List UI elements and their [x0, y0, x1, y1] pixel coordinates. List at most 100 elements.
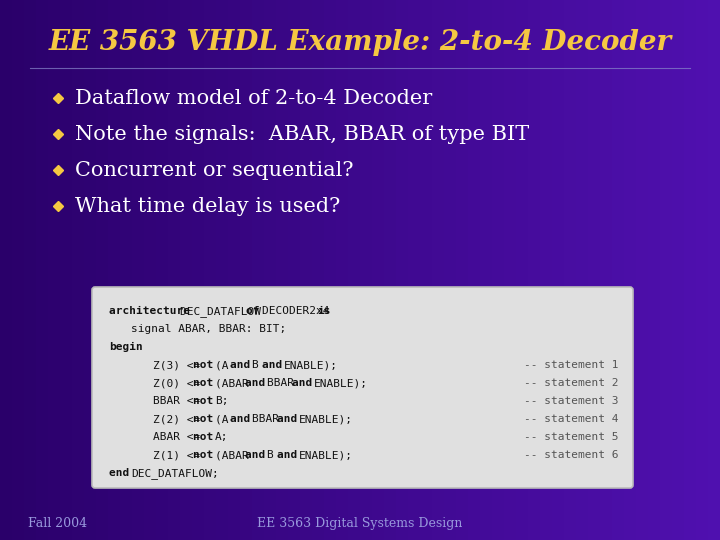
Bar	[252, 0, 265, 540]
Text: ABAR <=: ABAR <=	[153, 432, 207, 442]
Text: not: not	[193, 396, 220, 406]
Bar	[564, 0, 577, 540]
Bar	[372, 0, 385, 540]
Bar	[312, 0, 325, 540]
Bar	[84, 0, 97, 540]
FancyBboxPatch shape	[92, 287, 633, 488]
Text: and: and	[277, 450, 304, 460]
Text: not: not	[193, 450, 220, 460]
Bar	[36, 0, 49, 540]
Bar	[432, 0, 445, 540]
Text: of: of	[246, 306, 266, 316]
Text: Dataflow model of 2-to-4 Decoder: Dataflow model of 2-to-4 Decoder	[75, 89, 432, 107]
Text: Fall 2004: Fall 2004	[28, 517, 87, 530]
Bar	[132, 0, 145, 540]
Bar	[408, 0, 421, 540]
Bar	[456, 0, 469, 540]
Text: ENABLE);: ENABLE);	[299, 450, 353, 460]
Text: and: and	[245, 450, 272, 460]
Text: (ABAR: (ABAR	[215, 450, 256, 460]
Text: ENABLE);: ENABLE);	[284, 360, 338, 370]
Text: ENABLE);: ENABLE);	[299, 414, 353, 424]
Text: -- statement 1: -- statement 1	[523, 360, 618, 370]
Text: (ABAR: (ABAR	[215, 378, 256, 388]
Bar	[264, 0, 277, 540]
Text: end: end	[109, 468, 136, 478]
Text: not: not	[193, 432, 220, 442]
Text: -- statement 5: -- statement 5	[523, 432, 618, 442]
Text: DEC_DATAFLOW: DEC_DATAFLOW	[181, 306, 269, 317]
Text: Z(2) <=: Z(2) <=	[153, 414, 207, 424]
Text: DECODER2x4: DECODER2x4	[262, 306, 336, 316]
Text: and: and	[277, 414, 304, 424]
Text: Z(3) <=: Z(3) <=	[153, 360, 207, 370]
Text: B: B	[267, 450, 281, 460]
Text: Concurrent or sequential?: Concurrent or sequential?	[75, 160, 354, 179]
Bar	[588, 0, 601, 540]
Bar	[516, 0, 529, 540]
Text: -- statement 3: -- statement 3	[523, 396, 618, 406]
Bar	[600, 0, 613, 540]
Text: A;: A;	[215, 432, 228, 442]
Bar	[684, 0, 697, 540]
Text: not: not	[193, 378, 220, 388]
Bar	[360, 0, 373, 540]
Bar	[144, 0, 157, 540]
Bar	[636, 0, 649, 540]
Bar	[168, 0, 181, 540]
Bar	[24, 0, 37, 540]
Text: (A: (A	[215, 360, 235, 370]
Bar	[612, 0, 625, 540]
Text: not: not	[193, 414, 220, 424]
Bar	[420, 0, 433, 540]
Text: B;: B;	[215, 396, 228, 406]
Bar	[576, 0, 589, 540]
Bar	[192, 0, 205, 540]
Text: ENABLE);: ENABLE);	[314, 378, 368, 388]
Bar	[216, 0, 229, 540]
Bar	[708, 0, 720, 540]
Bar	[492, 0, 505, 540]
Bar	[660, 0, 673, 540]
Text: Note the signals:  ABAR, BBAR of type BIT: Note the signals: ABAR, BBAR of type BIT	[75, 125, 529, 144]
Bar	[336, 0, 349, 540]
Bar	[624, 0, 637, 540]
Text: EE 3563 Digital Systems Design: EE 3563 Digital Systems Design	[257, 517, 463, 530]
Bar	[276, 0, 289, 540]
Bar	[240, 0, 253, 540]
Text: architecture: architecture	[109, 306, 197, 316]
Text: -- statement 6: -- statement 6	[523, 450, 618, 460]
Bar	[648, 0, 661, 540]
Bar	[300, 0, 313, 540]
Bar	[204, 0, 217, 540]
Bar	[396, 0, 409, 540]
Bar	[60, 0, 73, 540]
Bar	[540, 0, 553, 540]
Bar	[480, 0, 493, 540]
Text: and: and	[292, 378, 319, 388]
Text: -- statement 2: -- statement 2	[523, 378, 618, 388]
Bar	[96, 0, 109, 540]
Text: and: and	[262, 360, 289, 370]
Bar	[228, 0, 241, 540]
Bar	[288, 0, 301, 540]
Bar	[0, 0, 13, 540]
Text: BBAR <=: BBAR <=	[153, 396, 207, 406]
Text: DEC_DATAFLOW;: DEC_DATAFLOW;	[131, 468, 219, 479]
Bar	[12, 0, 25, 540]
Text: signal ABAR, BBAR: BIT;: signal ABAR, BBAR: BIT;	[131, 324, 287, 334]
Text: BBAR: BBAR	[267, 378, 301, 388]
Text: B: B	[252, 360, 266, 370]
Text: -- statement 4: -- statement 4	[523, 414, 618, 424]
Text: Z(1) <=: Z(1) <=	[153, 450, 207, 460]
Text: and: and	[230, 360, 257, 370]
Bar	[48, 0, 61, 540]
Text: What time delay is used?: What time delay is used?	[75, 197, 341, 215]
Bar	[180, 0, 193, 540]
Text: EE 3563 VHDL Example: 2-to-4 Decoder: EE 3563 VHDL Example: 2-to-4 Decoder	[48, 29, 672, 56]
Text: not: not	[193, 360, 220, 370]
Bar	[468, 0, 481, 540]
Text: BBAR: BBAR	[252, 414, 286, 424]
Text: and: and	[230, 414, 257, 424]
Bar	[72, 0, 85, 540]
